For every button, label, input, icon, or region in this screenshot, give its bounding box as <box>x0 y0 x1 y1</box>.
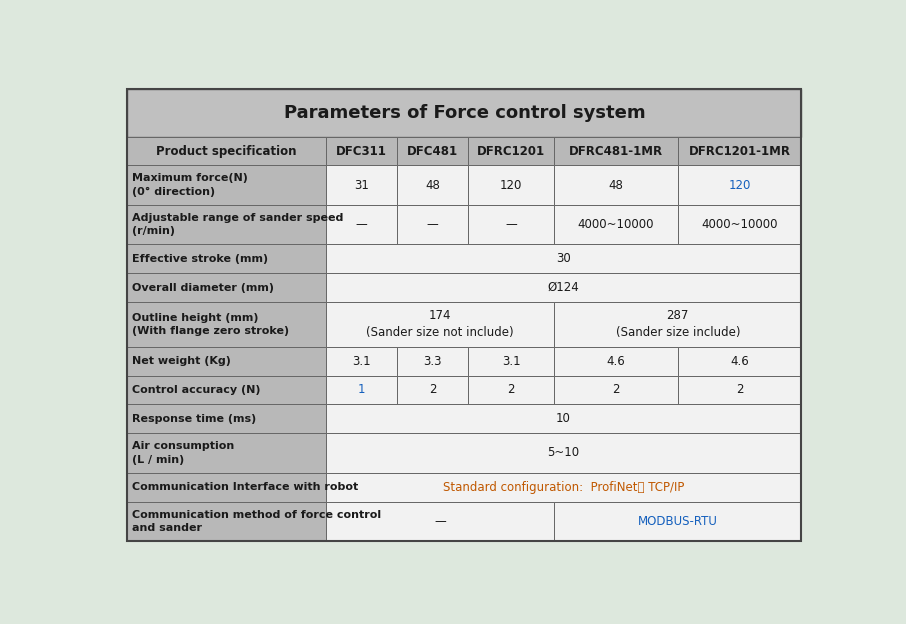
Bar <box>127 404 326 433</box>
Text: —: — <box>355 218 367 231</box>
Bar <box>127 137 326 165</box>
Text: DFC481: DFC481 <box>407 145 458 157</box>
Bar <box>554 137 678 165</box>
Text: DFC311: DFC311 <box>336 145 387 157</box>
Text: Response time (ms): Response time (ms) <box>132 414 256 424</box>
Bar <box>127 302 326 346</box>
Text: 2: 2 <box>429 384 437 396</box>
Bar <box>678 376 802 404</box>
Bar <box>678 137 802 165</box>
Text: DFRC1201-1MR: DFRC1201-1MR <box>689 145 791 157</box>
Text: 48: 48 <box>609 178 623 192</box>
Text: Control accuracy (N): Control accuracy (N) <box>132 385 261 395</box>
Text: 4.6: 4.6 <box>730 354 749 368</box>
Bar <box>127 376 326 404</box>
Bar <box>127 433 326 472</box>
Bar <box>397 376 468 404</box>
Text: Effective stroke (mm): Effective stroke (mm) <box>132 254 268 264</box>
Text: 3.3: 3.3 <box>423 354 442 368</box>
Text: Air consumption
(L / min): Air consumption (L / min) <box>132 441 235 465</box>
Text: MODBUS-RTU: MODBUS-RTU <box>638 515 718 528</box>
Bar <box>127 346 326 376</box>
Bar <box>127 89 801 137</box>
Bar <box>127 502 326 541</box>
Text: Outline height (mm)
(With flange zero stroke): Outline height (mm) (With flange zero st… <box>132 313 289 336</box>
Text: 2: 2 <box>612 384 620 396</box>
Bar <box>326 472 802 502</box>
Bar <box>326 404 802 433</box>
Bar <box>127 165 326 205</box>
Bar <box>468 165 554 205</box>
Text: 120: 120 <box>500 178 523 192</box>
Bar <box>326 376 397 404</box>
Bar <box>554 502 802 541</box>
Bar <box>554 346 678 376</box>
Text: DFRC1201: DFRC1201 <box>477 145 545 157</box>
Bar <box>554 205 678 244</box>
Text: Maximum force(N)
(0° direction): Maximum force(N) (0° direction) <box>132 173 248 197</box>
Text: DFRC481-1MR: DFRC481-1MR <box>569 145 663 157</box>
Text: 2: 2 <box>736 384 743 396</box>
Bar <box>127 472 326 502</box>
Text: 174
(Sander size not include): 174 (Sander size not include) <box>366 310 514 339</box>
Text: 2: 2 <box>507 384 515 396</box>
Text: 3.1: 3.1 <box>352 354 371 368</box>
Bar <box>326 165 397 205</box>
Bar <box>678 165 802 205</box>
Text: —: — <box>427 218 439 231</box>
Text: Parameters of Force control system: Parameters of Force control system <box>284 104 645 122</box>
Bar <box>678 346 802 376</box>
Text: 30: 30 <box>556 252 571 265</box>
Text: Overall diameter (mm): Overall diameter (mm) <box>132 283 275 293</box>
Text: 120: 120 <box>728 178 751 192</box>
Bar <box>326 205 397 244</box>
Text: 5~10: 5~10 <box>547 447 580 459</box>
Bar <box>326 302 554 346</box>
Bar <box>326 244 802 273</box>
Text: Standard configuration:  ProfiNet， TCP/IP: Standard configuration: ProfiNet， TCP/IP <box>443 480 684 494</box>
Bar <box>468 205 554 244</box>
Text: 4000~10000: 4000~10000 <box>578 218 654 231</box>
Text: Net weight (Kg): Net weight (Kg) <box>132 356 231 366</box>
Bar <box>127 273 326 302</box>
Text: Communication method of force control
and sander: Communication method of force control an… <box>132 510 381 533</box>
Text: Communication Interface with robot: Communication Interface with robot <box>132 482 359 492</box>
Bar <box>127 244 326 273</box>
Bar <box>326 433 802 472</box>
Text: 4000~10000: 4000~10000 <box>701 218 778 231</box>
Bar <box>397 205 468 244</box>
Text: —: — <box>506 218 517 231</box>
Bar <box>326 273 802 302</box>
Bar <box>468 376 554 404</box>
Bar <box>326 502 554 541</box>
Bar <box>326 137 397 165</box>
Bar <box>554 165 678 205</box>
Text: 1: 1 <box>358 384 365 396</box>
Bar <box>127 205 326 244</box>
Text: Ø124: Ø124 <box>548 281 580 294</box>
Bar <box>678 205 802 244</box>
Bar <box>397 137 468 165</box>
Text: 48: 48 <box>425 178 440 192</box>
Bar <box>468 346 554 376</box>
Bar <box>468 137 554 165</box>
Bar <box>326 346 397 376</box>
Text: Adjustable range of sander speed
(r/min): Adjustable range of sander speed (r/min) <box>132 213 343 236</box>
Bar <box>397 346 468 376</box>
Text: 3.1: 3.1 <box>502 354 520 368</box>
Text: 31: 31 <box>354 178 369 192</box>
Text: —: — <box>434 515 446 528</box>
Bar <box>397 165 468 205</box>
Bar <box>554 376 678 404</box>
Text: 10: 10 <box>556 412 571 426</box>
Text: 4.6: 4.6 <box>607 354 625 368</box>
Text: 287
(Sander size include): 287 (Sander size include) <box>615 310 740 339</box>
Text: Product specification: Product specification <box>156 145 297 157</box>
Bar <box>554 302 802 346</box>
